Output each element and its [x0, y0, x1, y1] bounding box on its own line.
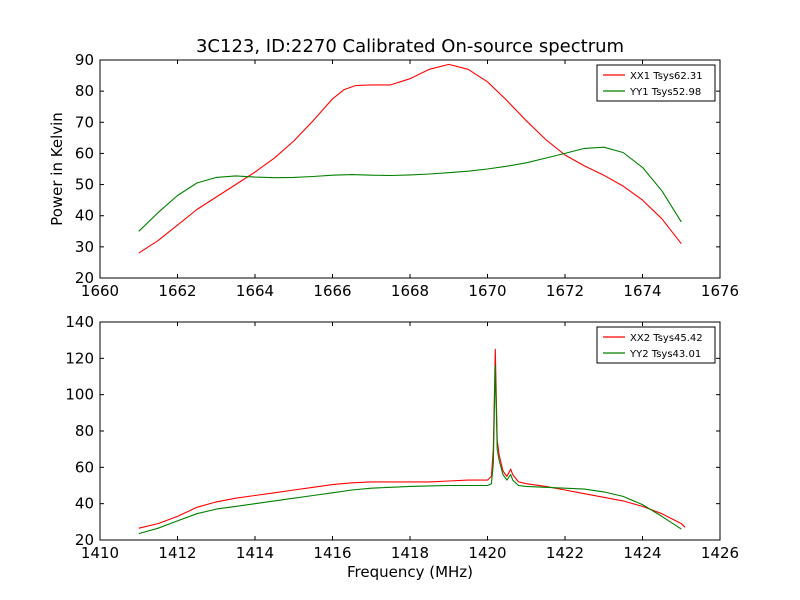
legend: XX2 Tsys45.42 YY2 Tsys43.01 — [596, 326, 716, 364]
x-tick-label: 1660 — [81, 282, 119, 300]
legend-label: YY1 Tsys52.98 — [629, 87, 701, 98]
y-tick-label: 80 — [75, 82, 94, 100]
x-tick-label: 1422 — [546, 544, 584, 562]
y-tick-label: 120 — [65, 349, 94, 367]
y-tick-label: 90 — [75, 51, 94, 69]
x-tick-label: 1412 — [158, 544, 196, 562]
y-tick-label: 60 — [75, 144, 94, 162]
y-tick-label: 60 — [75, 458, 94, 476]
x-tick-label: 1420 — [468, 544, 506, 562]
x-tick-label: 1670 — [468, 282, 506, 300]
y-tick-label: 100 — [65, 386, 94, 404]
bottom-subplot: 1410 1412 1414 1416 1418 1420 1422 1424 1426 20 40… — [65, 313, 739, 581]
x-tick-label: 1418 — [391, 544, 429, 562]
y-tick-label: 50 — [75, 176, 94, 194]
series-line-2-2 — [138, 365, 682, 535]
y-tick-label: 30 — [75, 238, 94, 256]
legend-label: XX2 Tsys45.42 — [630, 333, 703, 344]
x-axis-label: Frequency (MHz) — [347, 563, 473, 581]
series-line-1-2 — [138, 146, 682, 232]
series-line-1-1 — [138, 63, 682, 254]
y-tick-label: 80 — [75, 422, 94, 440]
x-tick-label: 1672 — [546, 282, 584, 300]
x-tick-label: 1410 — [81, 544, 119, 562]
x-tick-label: 1426 — [701, 544, 739, 562]
x-tick-label: 1668 — [391, 282, 429, 300]
x-tick-label: 1414 — [236, 544, 274, 562]
x-tick-label: 1662 — [158, 282, 196, 300]
y-tick-label: 70 — [75, 113, 94, 131]
legend-box — [596, 326, 716, 364]
legend-label: XX1 Tsys62.31 — [630, 71, 703, 82]
x-tick-label: 1664 — [236, 282, 274, 300]
series-line-2-1 — [138, 348, 686, 529]
legend-label: YY2 Tsys43.01 — [629, 349, 701, 360]
legend-box — [596, 64, 716, 102]
top-subplot: 1660 1662 1664 1666 1668 1670 1672 1674 1676 20 30… — [48, 36, 739, 300]
chart-title: 3C123, ID:2270 Calibrated On-source spec… — [196, 36, 624, 57]
y-tick-label: 40 — [75, 207, 94, 225]
x-tick-label: 1676 — [701, 282, 739, 300]
legend: XX1 Tsys62.31 YY1 Tsys52.98 — [596, 64, 716, 102]
y-tick-label: 40 — [75, 495, 94, 513]
x-tick-label: 1666 — [313, 282, 351, 300]
x-tick-label: 1674 — [623, 282, 661, 300]
x-tick-label: 1416 — [313, 544, 351, 562]
y-tick-label: 140 — [65, 313, 94, 331]
y-axis-label: Power in Kelvin — [48, 112, 66, 226]
y-tick-label: 20 — [75, 531, 94, 549]
y-tick-label: 20 — [75, 269, 94, 287]
x-tick-label: 1424 — [623, 544, 661, 562]
